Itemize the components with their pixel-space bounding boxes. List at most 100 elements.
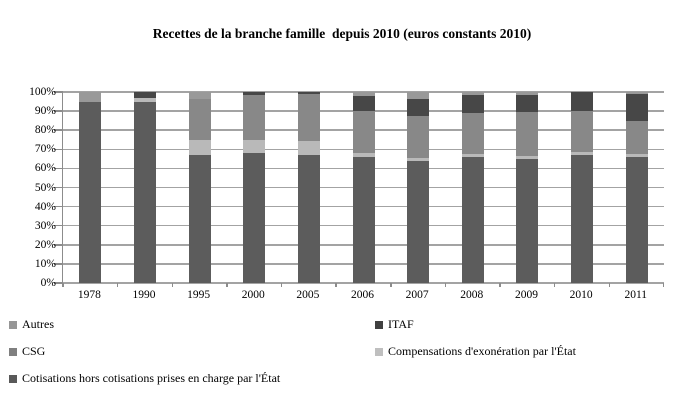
bar-segment [461,92,484,95]
x-axis-tick [171,283,174,287]
bar-slot-2010 [555,92,610,283]
bar-slot-2009 [500,92,555,283]
legend-label: Cotisations hors cotisations prises en c… [22,371,281,385]
bar-slot-2011 [609,92,664,283]
x-axis-tick [390,283,392,287]
x-axis-tick [335,283,337,287]
legend-label: Autres [22,317,54,331]
x-axis-tick [116,283,119,287]
legend-item-csg: CSG [9,343,375,360]
bar-slot-1990 [118,92,173,283]
bar-slot-2006 [336,92,391,283]
x-axis-label: 2000 [241,289,265,301]
x-axis-label: 2005 [296,289,320,301]
bar-segment [79,92,102,102]
bar-segment [133,101,156,283]
legend-label: Compensations d'exonération par l'État [388,344,576,358]
bar-segment [407,157,430,161]
bar-slot-1995 [172,92,227,283]
bar-segment [188,139,211,156]
y-axis-tick [54,129,63,131]
bar-segment [133,92,156,98]
y-axis-tick [54,110,63,112]
stacked-bar-2000 [243,92,266,283]
bar-segment [461,94,484,114]
x-axis-tick [662,283,664,287]
bar-slot-2000 [227,92,282,283]
bar-segment [243,92,266,95]
x-axis-tick [444,283,447,287]
bar-segment [79,101,102,283]
stacked-bar-2009 [516,92,539,283]
x-axis-tick [553,283,556,287]
y-axis-label: 100% [29,86,56,98]
y-axis-tick [54,148,63,151]
bar-segment [461,113,484,155]
y-axis-tick [54,244,63,246]
bar-segment [188,155,211,283]
y-axis-tick [54,167,63,170]
bar-slot-2005 [282,92,337,283]
legend-swatch-autres [9,320,17,329]
y-axis-label: 30% [34,219,56,232]
bar-segment [516,112,539,156]
y-axis-tick [54,282,63,284]
bar-segment [625,154,648,157]
plot-area [54,91,664,287]
bar-segment [243,94,266,140]
bar-segment [571,155,594,283]
bar-segment [407,115,430,158]
legend-label: CSG [22,344,46,358]
stacked-bar-2006 [352,92,375,283]
bar-segment [243,153,266,283]
y-axis-label: 50% [34,181,56,194]
chart-legend: Autres ITAF CSG Compensations d'exonérat… [9,316,675,387]
y-axis-label: 90% [34,105,56,118]
y-axis-label: 70% [34,143,56,156]
chart-title: Recettes de la branche famille depuis 20… [152,26,532,41]
bar-segment [297,92,320,94]
bar-segment [571,92,594,112]
bar-slot-2008 [445,92,500,283]
x-axis-label: 2010 [569,289,593,301]
bar-segment [625,156,648,283]
x-axis-label: 1990 [132,289,156,301]
bar-segment [352,156,375,283]
x-axis-label: 2006 [351,289,375,301]
bar-segment [188,92,211,99]
y-axis-label: 80% [34,124,56,137]
bar-segment [407,92,430,99]
bar-segment [297,93,320,141]
x-axis-label: 2009 [514,289,538,301]
stacked-bar-1978 [79,92,102,283]
stacked-bar-1990 [133,92,156,283]
bar-segment [297,140,320,156]
legend-label: ITAF [388,317,414,331]
bar-slot-1978 [63,92,118,283]
bar-segment [407,160,430,283]
bar-segment [407,98,430,116]
bar-segment [297,155,320,283]
bar-segment [352,111,375,154]
bar-segment [516,156,539,159]
bar-segment [571,111,594,153]
bar-segment [625,92,648,94]
bar-segment [352,95,375,112]
y-axis-tick [54,224,63,227]
x-axis-label: 2011 [624,289,648,301]
legend-swatch-cotisations [9,374,17,383]
y-axis-tick [54,205,63,208]
bar-segment [188,98,211,140]
y-axis-tick [54,263,63,265]
bar-segment [625,93,648,121]
bar-segment [516,92,539,95]
legend-swatch-itaf [375,320,383,329]
gridline [63,91,664,93]
bars-container [63,92,664,283]
x-axis-tick [499,283,501,287]
legend-item-compensations: Compensations d'exonération par l'État [375,343,675,360]
y-axis-label: 0% [40,277,56,289]
y-axis-tick [54,91,63,93]
legend-item-itaf: ITAF [375,316,675,333]
x-axis-tick [226,283,228,287]
